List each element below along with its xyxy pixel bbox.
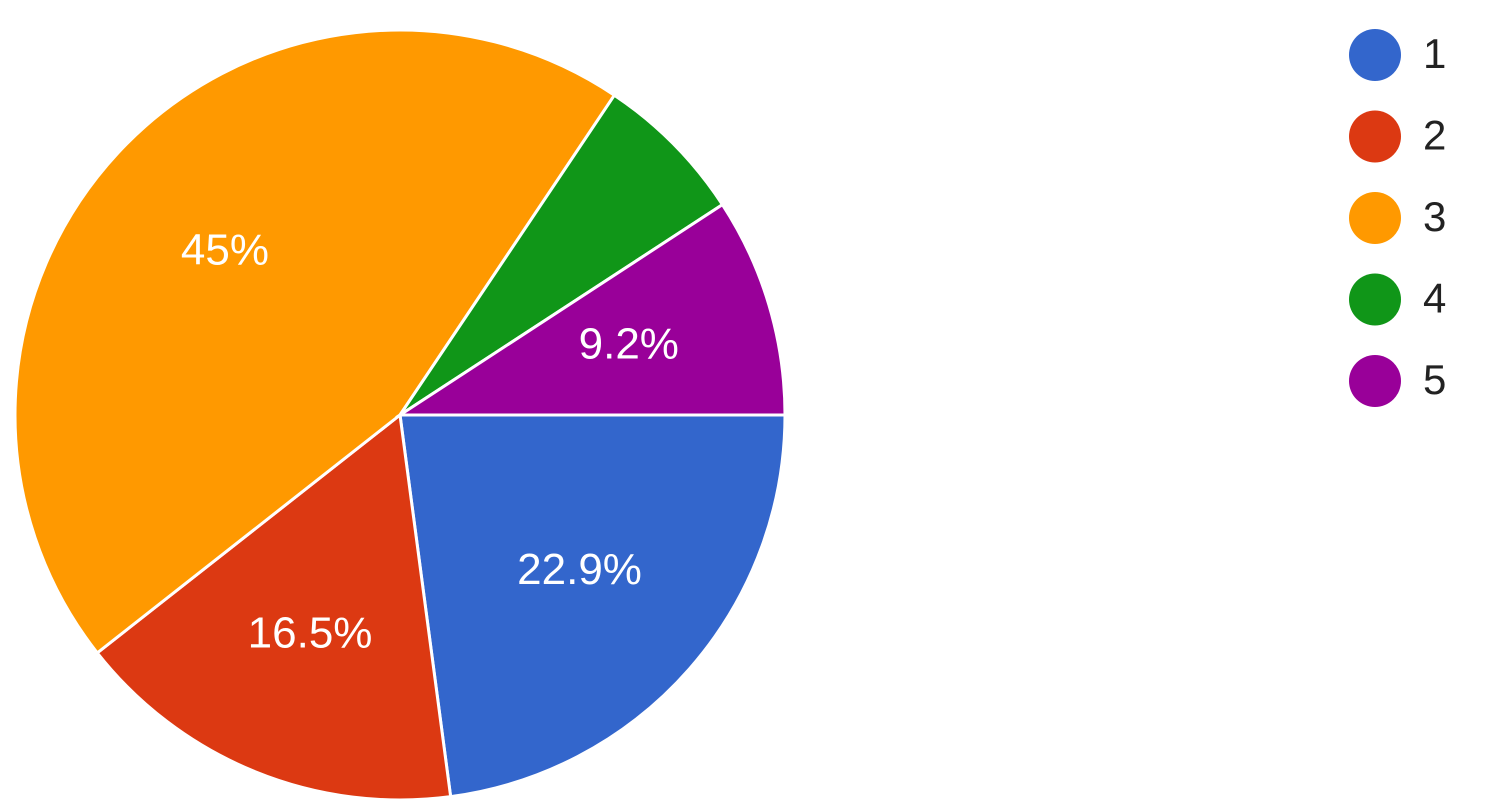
legend-label: 5: [1423, 356, 1446, 403]
pie-slice: [398, 413, 787, 799]
slice-label: 45%: [181, 225, 269, 274]
legend-swatch: [1349, 355, 1401, 407]
slice-label: 16.5%: [248, 609, 373, 658]
pie-slice: [394, 202, 787, 417]
legend-label: 1: [1423, 30, 1446, 77]
legend-swatch: [1349, 110, 1401, 163]
legend-label: 3: [1423, 193, 1446, 240]
legend-label: 4: [1423, 275, 1446, 322]
slice-label: 22.9%: [517, 545, 642, 594]
pie-slice: [95, 412, 453, 802]
legend-swatch: [1349, 192, 1401, 244]
legend-swatch: [1349, 29, 1401, 81]
pie-slice: [398, 93, 725, 417]
legend-label: 2: [1423, 112, 1446, 159]
slice-label: 9.2%: [579, 320, 679, 369]
pie-slice: [13, 28, 617, 655]
legend-swatch: [1349, 273, 1401, 326]
